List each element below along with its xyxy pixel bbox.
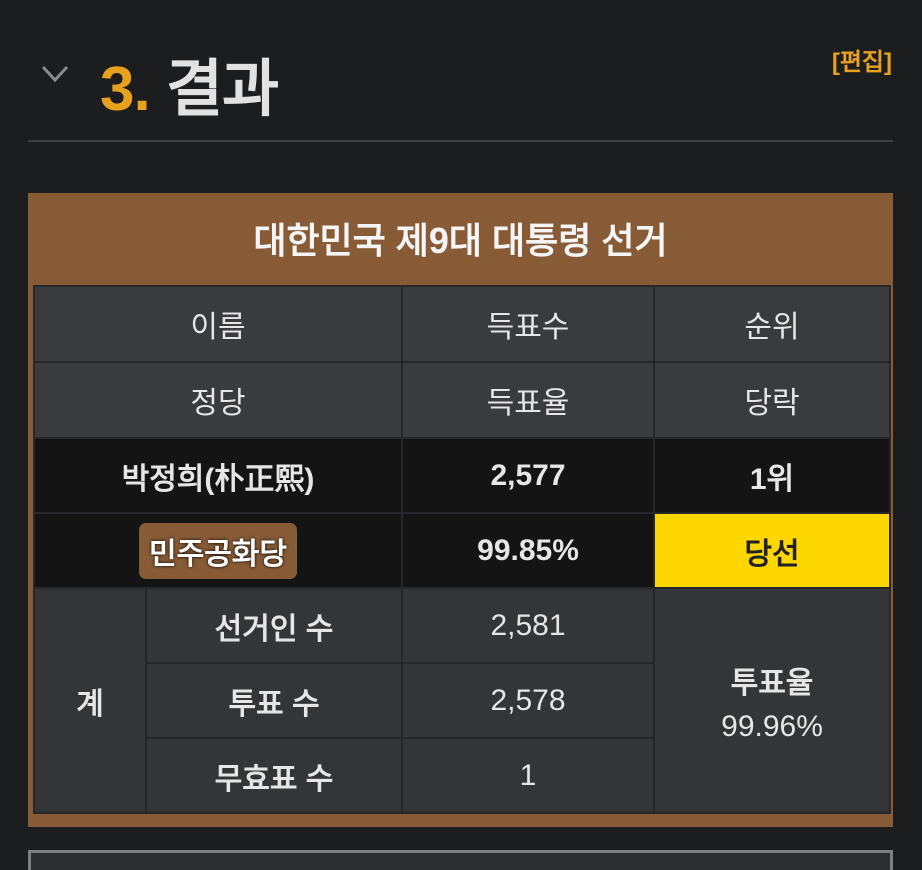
turnout-cell: 투표율 99.96% <box>653 587 892 814</box>
candidate-votes: 2,577 <box>401 437 656 514</box>
turnout-label: 투표율 <box>730 666 814 700</box>
edit-link[interactable]: [편집] <box>831 49 892 76</box>
totals-label: 계 <box>33 587 147 814</box>
header-name: 이름 <box>32 285 404 363</box>
header-rank: 순위 <box>653 285 892 363</box>
electors-label: 선거인 수 <box>144 587 404 664</box>
candidate-name[interactable]: 박정희(朴正熙) <box>32 437 404 514</box>
totals-row: 계 선거인 수 2,581 투표율 99.96% <box>33 587 892 814</box>
electors-value: 2,581 <box>401 587 656 664</box>
section-title: 결과 <box>165 55 279 124</box>
collapse-chevron-icon[interactable] <box>40 62 70 86</box>
election-results-table: 대한민국 제9대 대통령 선거 이름 득표수 순위 정당 득표율 당락 박정희(… <box>28 193 893 827</box>
divider <box>28 140 893 142</box>
party-cell: 민주공화당 <box>32 512 404 589</box>
party-badge[interactable]: 민주공화당 <box>139 522 297 579</box>
result-badge: 당선 <box>653 512 892 589</box>
header-row: 이름 득표수 순위 <box>32 285 892 363</box>
section-number: 3. <box>100 55 151 124</box>
section-heading: 3. 결과 <box>100 38 279 128</box>
invalid-value: 1 <box>401 737 656 814</box>
candidate-rank: 1위 <box>653 437 892 514</box>
ballots-value: 2,578 <box>401 662 656 739</box>
turnout-value: 99.96% <box>721 709 823 743</box>
header-party: 정당 <box>32 361 404 439</box>
totals-row: 투표 수 2,578 <box>34 662 890 739</box>
header-row: 정당 득표율 당락 <box>32 361 892 439</box>
invalid-label: 무효표 수 <box>144 737 404 814</box>
candidate-vote-rate: 99.85% <box>401 512 656 589</box>
header-votes: 득표수 <box>401 285 656 363</box>
ballots-label: 투표 수 <box>144 662 404 739</box>
candidate-row: 민주공화당 99.85% 당선 <box>32 512 892 589</box>
next-table-edge <box>28 850 893 870</box>
table-title: 대한민국 제9대 대통령 선거 <box>253 220 668 261</box>
header-result: 당락 <box>653 361 892 439</box>
totals-row: 무효표 수 1 <box>34 737 890 814</box>
candidate-row: 박정희(朴正熙) 2,577 1위 <box>32 437 892 514</box>
header-vote-rate: 득표율 <box>401 361 656 439</box>
